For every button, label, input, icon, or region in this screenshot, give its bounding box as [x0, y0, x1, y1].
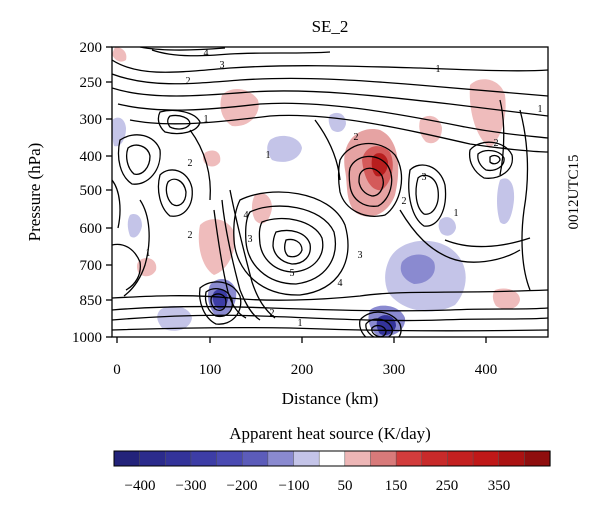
y-tick-label: 250 — [80, 75, 103, 91]
contour-label: 4 — [338, 278, 343, 289]
colorbar-tick-label: −200 — [227, 478, 258, 494]
contour-label: 2 — [354, 132, 359, 143]
x-tick-label: 400 — [475, 362, 498, 378]
contour-label: 1 — [146, 248, 151, 259]
contour-label: 3 — [220, 60, 225, 71]
figure-title: SE_2 — [312, 17, 349, 36]
colorbar — [113, 450, 551, 467]
colorbar-cell — [447, 450, 474, 467]
colorbar-frame — [113, 450, 551, 467]
contour-label: 5 — [290, 268, 295, 279]
colorbar-cell — [344, 450, 372, 467]
contour-label: 2 — [402, 196, 407, 207]
contour-label: 4 — [244, 210, 249, 221]
colorbar-tick-label: 350 — [488, 478, 511, 494]
colorbar-tick-label: 50 — [338, 478, 353, 494]
colorbar-cell — [267, 450, 295, 467]
contour-label: 1 — [266, 150, 271, 161]
colorbar-cell — [421, 450, 449, 467]
contour-label: 1 — [436, 64, 441, 75]
contour-labels: 4 3 2 1 1 1 2 1 2 2 4 3 5 3 4 2 1 2 3 1 … — [146, 48, 543, 329]
y-tick-label: 200 — [80, 40, 103, 56]
colorbar-tick-label: −400 — [125, 478, 156, 494]
contour-label: 1 — [298, 318, 303, 329]
colorbar-cell — [370, 450, 397, 467]
colorbar-cell — [216, 450, 243, 467]
y-tick-label: 500 — [80, 183, 103, 199]
colorbar-cell — [293, 450, 320, 467]
x-tick-label: 0 — [113, 362, 121, 378]
time-label: 0012UTC15 — [566, 155, 582, 230]
y-tick-label: 600 — [80, 221, 103, 237]
colorbar-cell — [318, 450, 346, 467]
contour-label: 3 — [248, 234, 253, 245]
y-tick-label: 850 — [80, 293, 103, 309]
y-tick-label: 400 — [80, 149, 103, 165]
colorbar-cell — [241, 450, 269, 467]
plot-area: 4 3 2 1 1 1 2 1 2 2 4 3 5 3 4 2 1 2 3 1 … — [112, 47, 548, 337]
contour-label: 3 — [358, 250, 363, 261]
contour-label: 4 — [204, 48, 209, 59]
colorbar-cell — [472, 450, 500, 467]
y-axis: 200 250 300 400 500 600 700 850 1000 Pre… — [25, 40, 112, 346]
contour-label: 1 — [538, 104, 543, 115]
y-axis-label: Pressure (hPa) — [25, 143, 44, 242]
colorbar-cell — [524, 450, 551, 467]
colorbar-cell — [165, 450, 192, 467]
colorbar-cell — [113, 450, 141, 467]
y-tick-label: 1000 — [72, 330, 102, 346]
colorbar-tick-label: −100 — [279, 478, 310, 494]
contour-label: 1 — [204, 114, 209, 125]
contour-label: 3 — [422, 172, 427, 183]
negative-shading — [112, 112, 515, 337]
colorbar-cell — [190, 450, 218, 467]
colorbar-cell — [395, 450, 423, 467]
colorbar-tick-label: 150 — [385, 478, 408, 494]
y-tick-label: 300 — [80, 112, 103, 128]
colorbar-ticks: −400 −300 −200 −100 50 150 250 350 — [125, 478, 511, 494]
contour-label: 2 — [494, 138, 499, 149]
contour-label: 2 — [270, 308, 275, 319]
y-tick-label: 700 — [80, 258, 103, 274]
x-tick-label: 100 — [199, 362, 222, 378]
plot-frame — [111, 46, 549, 338]
contour-lines — [112, 47, 548, 337]
colorbar-cell — [498, 450, 526, 467]
colorbar-title: Apparent heat source (K/day) — [229, 424, 431, 443]
colorbar-tick-label: −300 — [176, 478, 207, 494]
x-axis-label: Distance (km) — [282, 389, 379, 408]
contour-label: 2 — [186, 76, 191, 87]
x-axis: 0 100 200 300 400 Distance (km) — [113, 337, 497, 408]
contour-label: 2 — [188, 158, 193, 169]
contour-label: 1 — [454, 208, 459, 219]
x-tick-label: 200 — [291, 362, 314, 378]
x-tick-label: 300 — [383, 362, 406, 378]
contour-label: 2 — [188, 230, 193, 241]
colorbar-cell — [139, 450, 166, 467]
colorbar-tick-label: 250 — [436, 478, 459, 494]
